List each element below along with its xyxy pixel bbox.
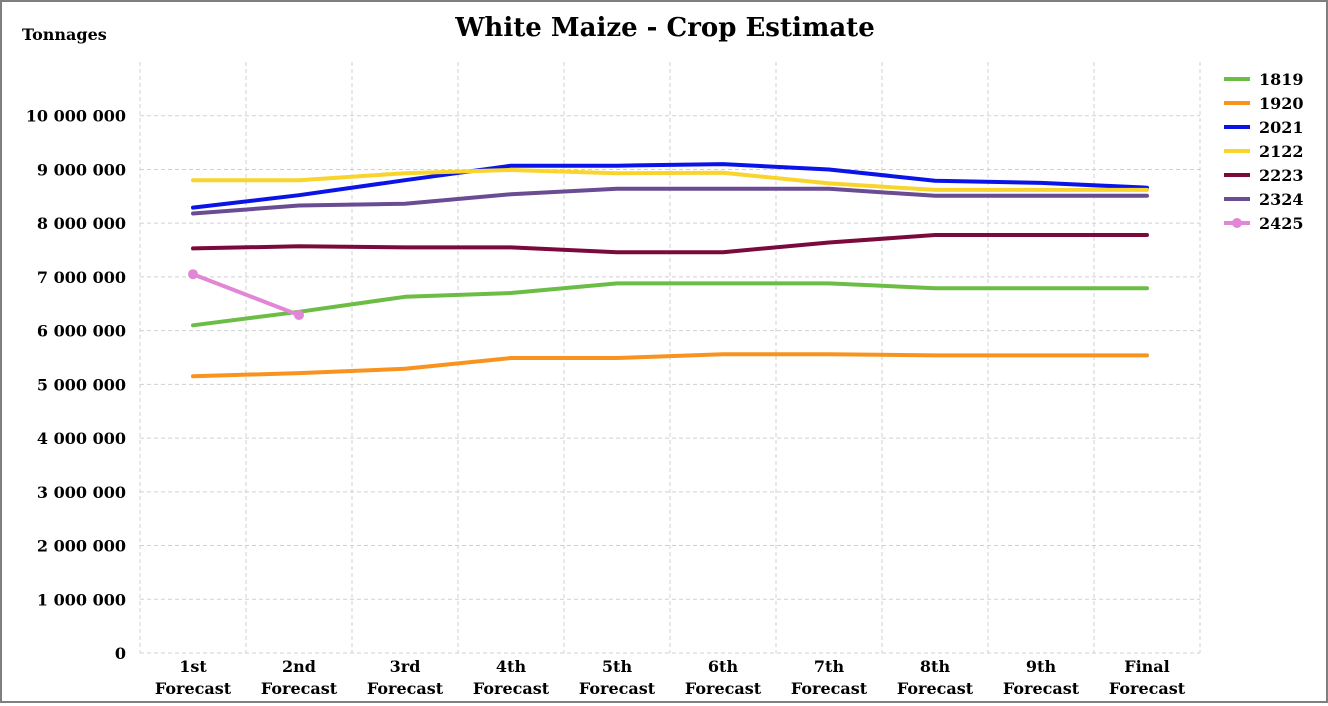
legend: 1819 1920 2021 2122 2223 2324 2425 bbox=[1224, 70, 1304, 233]
x-tick-label: 7th Forecast bbox=[791, 657, 868, 698]
series-line-2223 bbox=[191, 233, 1149, 255]
x-tick-label: 4th Forecast bbox=[473, 657, 550, 698]
data-point-2425 bbox=[294, 310, 304, 321]
legend-label-2425: 2425 bbox=[1259, 214, 1304, 233]
y-tick-label: 4 000 000 bbox=[37, 429, 126, 448]
legend-label-1819: 1819 bbox=[1259, 70, 1304, 89]
x-tick-label: 6th Forecast bbox=[685, 657, 762, 698]
series-line-2122 bbox=[191, 168, 1149, 192]
y-tick-label: 7 000 000 bbox=[37, 268, 126, 287]
series-line-2324 bbox=[191, 186, 1149, 216]
x-tick-label: 9th Forecast bbox=[1003, 657, 1080, 698]
x-tick-label: 1st Forecast bbox=[155, 657, 232, 698]
x-tick-label: 3rd Forecast bbox=[367, 657, 444, 698]
legend-label-2122: 2122 bbox=[1259, 142, 1304, 161]
chart-title: White Maize - Crop Estimate bbox=[454, 13, 875, 43]
series-line-2425 bbox=[191, 272, 301, 318]
x-tick-label: 2nd Forecast bbox=[261, 657, 338, 698]
y-axis-label: Tonnages bbox=[22, 25, 107, 44]
series-line-2021 bbox=[191, 162, 1149, 210]
y-tick-label: 9 000 000 bbox=[37, 160, 126, 179]
legend-label-2324: 2324 bbox=[1259, 190, 1304, 209]
gridlines bbox=[139, 62, 1201, 654]
y-tick-label: 6 000 000 bbox=[37, 322, 126, 341]
y-axis-ticks: 0 1 000 000 2 000 000 3 000 000 4 000 000 5 0… bbox=[26, 107, 126, 663]
y-tick-label: 5 000 000 bbox=[37, 375, 126, 394]
series-line-1920 bbox=[191, 352, 1149, 379]
legend-label-1920: 1920 bbox=[1259, 94, 1304, 113]
x-tick-label: 8th Forecast bbox=[897, 657, 974, 698]
y-tick-label: 2 000 000 bbox=[37, 537, 126, 556]
data-point-2425 bbox=[188, 269, 198, 280]
y-tick-label: 10 000 000 bbox=[26, 107, 126, 126]
y-tick-label: 3 000 000 bbox=[37, 483, 126, 502]
y-tick-label: 1 000 000 bbox=[37, 590, 126, 609]
series-lines bbox=[188, 162, 1149, 379]
legend-label-2223: 2223 bbox=[1259, 166, 1304, 185]
y-tick-label: 0 bbox=[115, 644, 126, 663]
series-line-1819 bbox=[191, 281, 1149, 328]
x-tick-label: 5th Forecast bbox=[579, 657, 656, 698]
legend-marker-2425 bbox=[1232, 218, 1242, 228]
x-tick-label: Final Forecast bbox=[1109, 657, 1186, 698]
legend-label-2021: 2021 bbox=[1259, 118, 1304, 137]
y-tick-label: 8 000 000 bbox=[37, 214, 126, 233]
x-axis-ticks: 1st Forecast 2nd Forecast 3rd Forecast 4th Fore… bbox=[155, 657, 1186, 698]
